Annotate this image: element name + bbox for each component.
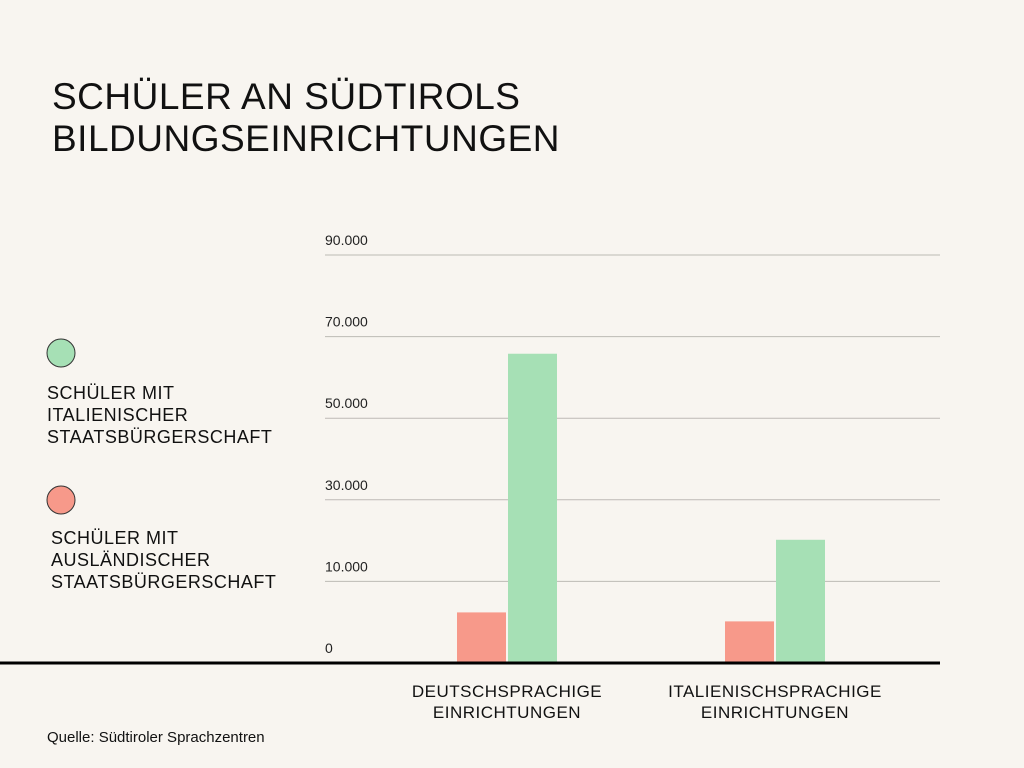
x-tick-label: DEUTSCHSPRACHIGE EINRICHTUNGEN (411, 682, 603, 722)
bar (508, 353, 557, 662)
y-tick-label: 10.000 (325, 558, 368, 574)
y-tick-label: 50.000 (325, 395, 368, 411)
y-tick-label: 30.000 (325, 477, 368, 493)
chart-title: SCHÜLER AN SÜDTIROLS BILDUNGSEINRICHTUNG… (52, 76, 560, 159)
y-tick-label: 70.000 (325, 314, 368, 330)
bar (457, 612, 506, 662)
x-tick-label: ITALIENISCHSPRACHIGE EINRICHTUNGEN (668, 682, 882, 722)
legend-label: SCHÜLER MIT AUSLÄNDISCHER STAATSBÜRGERSC… (51, 528, 277, 592)
legend-label: SCHÜLER MIT ITALIENISCHER STAATSBÜRGERSC… (47, 383, 273, 447)
bar (725, 621, 774, 662)
y-tick-label: 0 (325, 640, 333, 656)
legend-marker (46, 338, 76, 368)
bar (776, 539, 825, 662)
y-tick-label: 90.000 (325, 232, 368, 248)
source-note: Quelle: Südtiroler Sprachzentren (47, 729, 265, 746)
legend-marker (46, 485, 76, 515)
